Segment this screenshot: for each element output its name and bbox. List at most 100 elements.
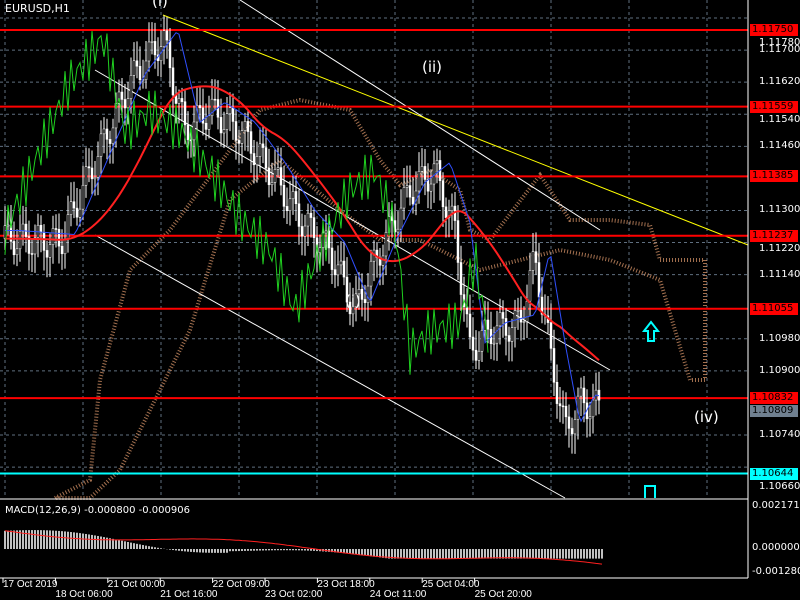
candle-body xyxy=(30,253,34,255)
candle-body xyxy=(138,65,142,81)
candle-body xyxy=(432,163,436,185)
candle-body xyxy=(6,224,10,227)
candle-body xyxy=(351,306,355,315)
candle-body xyxy=(132,60,136,76)
trend-line xyxy=(162,14,749,246)
candle-body xyxy=(126,98,130,109)
candle-body xyxy=(561,405,565,408)
candle-body xyxy=(261,143,265,148)
wave-label: (i) xyxy=(345,292,361,310)
candle-body xyxy=(135,60,139,67)
candle-body xyxy=(525,300,529,322)
candle-body xyxy=(357,289,361,295)
candle-body xyxy=(426,179,430,192)
price-axis-label: 1.10740 xyxy=(759,429,800,441)
candle-body xyxy=(345,276,349,303)
candle-body xyxy=(336,264,340,276)
candle-body xyxy=(99,133,103,157)
candle-body xyxy=(531,251,535,271)
candle-body xyxy=(129,75,133,99)
candle-body xyxy=(384,232,388,257)
price-axis-label: 1.11620 xyxy=(759,76,800,88)
candle-body xyxy=(528,270,532,302)
chikou-line xyxy=(4,31,489,375)
candle-body xyxy=(522,321,526,323)
candle-body xyxy=(192,121,196,141)
stop-marker-icon xyxy=(644,485,656,498)
candle-body xyxy=(348,301,352,315)
current-price-tag: 1.10809 xyxy=(750,405,798,417)
price-axis-label: 1.11300 xyxy=(759,204,800,216)
candle-body xyxy=(471,336,475,351)
candle-body xyxy=(540,296,544,315)
candle-body xyxy=(120,91,124,100)
candle-body xyxy=(429,183,433,192)
candle-body xyxy=(570,428,574,435)
candle-body xyxy=(591,399,595,418)
candle-body xyxy=(186,124,190,141)
candle-body xyxy=(57,228,61,247)
candle-body xyxy=(63,239,67,255)
candle-body xyxy=(492,342,496,345)
time-axis-label: 21 Oct 00:00 xyxy=(107,579,166,590)
time-axis-label: 24 Oct 11:00 xyxy=(369,589,427,600)
candle-body xyxy=(102,128,106,135)
macd-axis-label: 0.000000 xyxy=(752,542,800,553)
candle-body xyxy=(459,262,463,295)
candle-body xyxy=(534,251,538,263)
candle-body xyxy=(480,330,484,352)
candle-body xyxy=(405,185,409,188)
channel-line xyxy=(239,0,601,231)
time-axis-label: 25 Oct 20:00 xyxy=(474,589,532,600)
candle-body xyxy=(96,156,100,178)
price-level-tag: 1.11385 xyxy=(750,170,798,183)
candle-body xyxy=(360,289,364,300)
price-axis-label: 1.11780 xyxy=(759,37,800,49)
macd-axis-label: -0.001280 xyxy=(752,566,800,577)
price-axis-label: 1.11220 xyxy=(759,242,800,254)
price-level-tag: 1.11559 xyxy=(750,100,798,113)
candle-body xyxy=(72,201,76,209)
candle-body xyxy=(516,309,520,312)
candle-body xyxy=(300,226,304,237)
candle-body xyxy=(258,143,262,157)
candle-body xyxy=(501,312,505,319)
candle-body xyxy=(564,405,568,418)
price-level-tag: 1.11750 xyxy=(750,24,798,37)
candle-body xyxy=(510,327,514,342)
price-level-tag: 1.10832 xyxy=(750,392,798,405)
candle-body xyxy=(237,140,241,144)
price-axis-label: 1.11540 xyxy=(759,113,800,125)
candle-body xyxy=(267,167,271,186)
candle-body xyxy=(150,41,154,43)
candle-body xyxy=(333,269,337,276)
candle-body xyxy=(48,244,52,258)
candle-body xyxy=(54,228,58,230)
candle-body xyxy=(567,416,571,429)
macd-signal-line xyxy=(4,530,603,565)
candle-body xyxy=(69,201,73,215)
candle-body xyxy=(306,212,310,227)
candle-body xyxy=(423,166,427,180)
candle-body xyxy=(309,212,313,218)
candle-body xyxy=(477,350,481,361)
candle-body xyxy=(582,387,586,404)
candle-body xyxy=(168,39,172,69)
candle-body xyxy=(288,198,292,211)
candle-body xyxy=(27,236,31,254)
candle-body xyxy=(552,348,556,383)
candle-body xyxy=(51,228,55,245)
candle-body xyxy=(33,237,37,255)
candle-body xyxy=(201,107,205,124)
candle-body xyxy=(78,208,82,218)
time-axis-label: 22 Oct 09:00 xyxy=(212,579,270,590)
candle-body xyxy=(45,250,49,258)
candle-body xyxy=(558,403,562,407)
candle-body xyxy=(240,130,244,144)
candle-body xyxy=(15,248,19,256)
candle-body xyxy=(171,67,175,96)
symbol-title: EURUSD,H1 xyxy=(5,2,70,15)
candle-body xyxy=(24,223,28,237)
candle-body xyxy=(468,313,472,338)
